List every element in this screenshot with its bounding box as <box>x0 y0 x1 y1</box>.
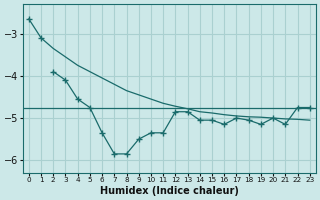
X-axis label: Humidex (Indice chaleur): Humidex (Indice chaleur) <box>100 186 239 196</box>
